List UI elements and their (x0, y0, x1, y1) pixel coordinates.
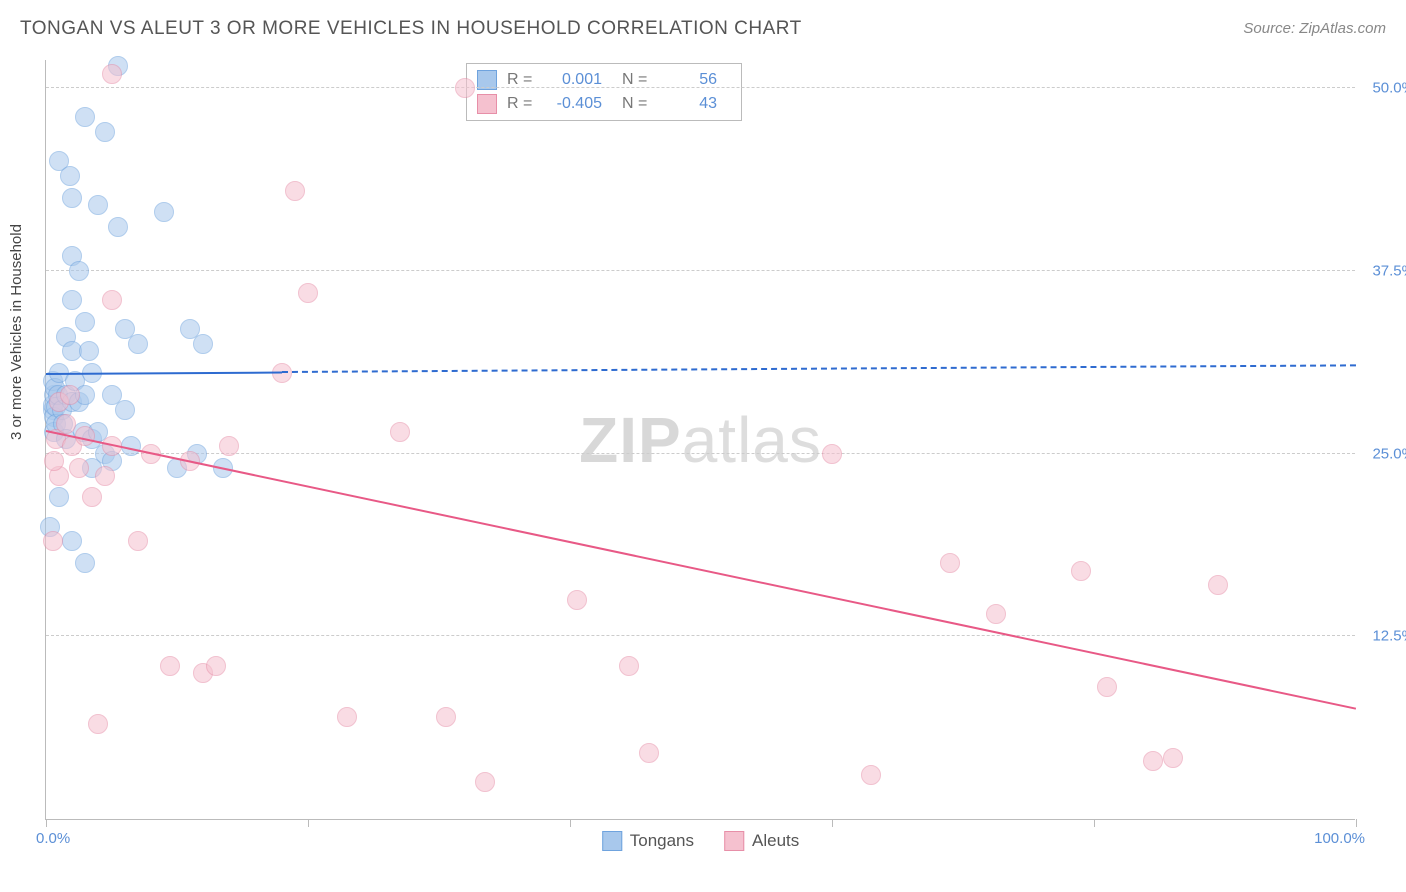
data-point (62, 290, 82, 310)
data-point (940, 553, 960, 573)
data-point (128, 334, 148, 354)
data-point (75, 553, 95, 573)
x-tick (308, 819, 309, 827)
data-point (219, 436, 239, 456)
data-point (1208, 575, 1228, 595)
x-tick (1356, 819, 1357, 827)
data-point (43, 531, 63, 551)
swatch-aleuts (724, 831, 744, 851)
data-point (1097, 677, 1117, 697)
data-point (88, 195, 108, 215)
data-point (95, 466, 115, 486)
data-point (1071, 561, 1091, 581)
gridline (46, 453, 1355, 454)
gridline (46, 635, 1355, 636)
legend-r-value-1: -0.405 (547, 95, 602, 113)
scatter-plot-area: ZIPatlas 0.0% 100.0% R = 0.001 N = 56 R … (45, 60, 1355, 820)
data-point (206, 656, 226, 676)
data-point (285, 181, 305, 201)
data-point (1143, 751, 1163, 771)
data-point (44, 451, 64, 471)
data-point (62, 188, 82, 208)
data-point (128, 531, 148, 551)
data-point (69, 261, 89, 281)
y-axis-label: 3 or more Vehicles in Household (8, 224, 25, 440)
data-point (108, 217, 128, 237)
data-point (102, 64, 122, 84)
x-axis-min-label: 0.0% (36, 830, 70, 847)
data-point (49, 487, 69, 507)
data-point (60, 385, 80, 405)
data-point (298, 283, 318, 303)
y-tick-label: 50.0% (1360, 80, 1406, 97)
x-tick (570, 819, 571, 827)
y-tick-label: 12.5% (1360, 628, 1406, 645)
data-point (160, 656, 180, 676)
chart-header: TONGAN VS ALEUT 3 OR MORE VEHICLES IN HO… (20, 18, 1386, 48)
data-point (639, 743, 659, 763)
chart-title: TONGAN VS ALEUT 3 OR MORE VEHICLES IN HO… (20, 18, 802, 39)
data-point (115, 400, 135, 420)
data-point (619, 656, 639, 676)
data-point (154, 202, 174, 222)
data-point (193, 334, 213, 354)
swatch-aleuts (477, 94, 497, 114)
source-label: Source: (1243, 20, 1299, 37)
legend-item-aleuts: Aleuts (724, 831, 799, 851)
data-point (567, 590, 587, 610)
trend-line-extrapolated (282, 365, 1356, 374)
correlation-legend: R = 0.001 N = 56 R = -0.405 N = 43 (466, 63, 742, 121)
data-point (95, 122, 115, 142)
data-point (60, 166, 80, 186)
trend-line (46, 430, 1356, 710)
legend-r-label: R = (507, 95, 537, 113)
data-point (986, 604, 1006, 624)
data-point (861, 765, 881, 785)
legend-label: Tongans (630, 831, 694, 851)
y-tick-label: 37.5% (1360, 262, 1406, 279)
data-point (455, 78, 475, 98)
y-tick-label: 25.0% (1360, 445, 1406, 462)
legend-item-tongans: Tongans (602, 831, 694, 851)
data-point (69, 458, 89, 478)
series-legend: Tongans Aleuts (602, 831, 800, 851)
data-point (62, 531, 82, 551)
watermark: ZIPatlas (579, 403, 822, 477)
data-point (79, 341, 99, 361)
watermark-bold: ZIP (579, 404, 682, 476)
source-link[interactable]: ZipAtlas.com (1299, 20, 1386, 37)
legend-n-label: N = (622, 95, 652, 113)
legend-row-aleuts: R = -0.405 N = 43 (477, 92, 727, 116)
legend-n-value-1: 43 (662, 95, 717, 113)
data-point (102, 290, 122, 310)
data-point (82, 487, 102, 507)
legend-label: Aleuts (752, 831, 799, 851)
data-point (1163, 748, 1183, 768)
x-tick (1094, 819, 1095, 827)
data-point (475, 772, 495, 792)
data-point (75, 312, 95, 332)
data-point (56, 414, 76, 434)
legend-row-tongans: R = 0.001 N = 56 (477, 68, 727, 92)
x-axis-max-label: 100.0% (1314, 830, 1365, 847)
data-point (390, 422, 410, 442)
swatch-tongans (602, 831, 622, 851)
watermark-light: atlas (682, 404, 822, 476)
data-point (75, 107, 95, 127)
gridline (46, 270, 1355, 271)
data-point (436, 707, 456, 727)
source-attribution: Source: ZipAtlas.com (1243, 20, 1386, 37)
x-tick (46, 819, 47, 827)
data-point (337, 707, 357, 727)
gridline (46, 87, 1355, 88)
data-point (88, 714, 108, 734)
data-point (822, 444, 842, 464)
x-tick (832, 819, 833, 827)
